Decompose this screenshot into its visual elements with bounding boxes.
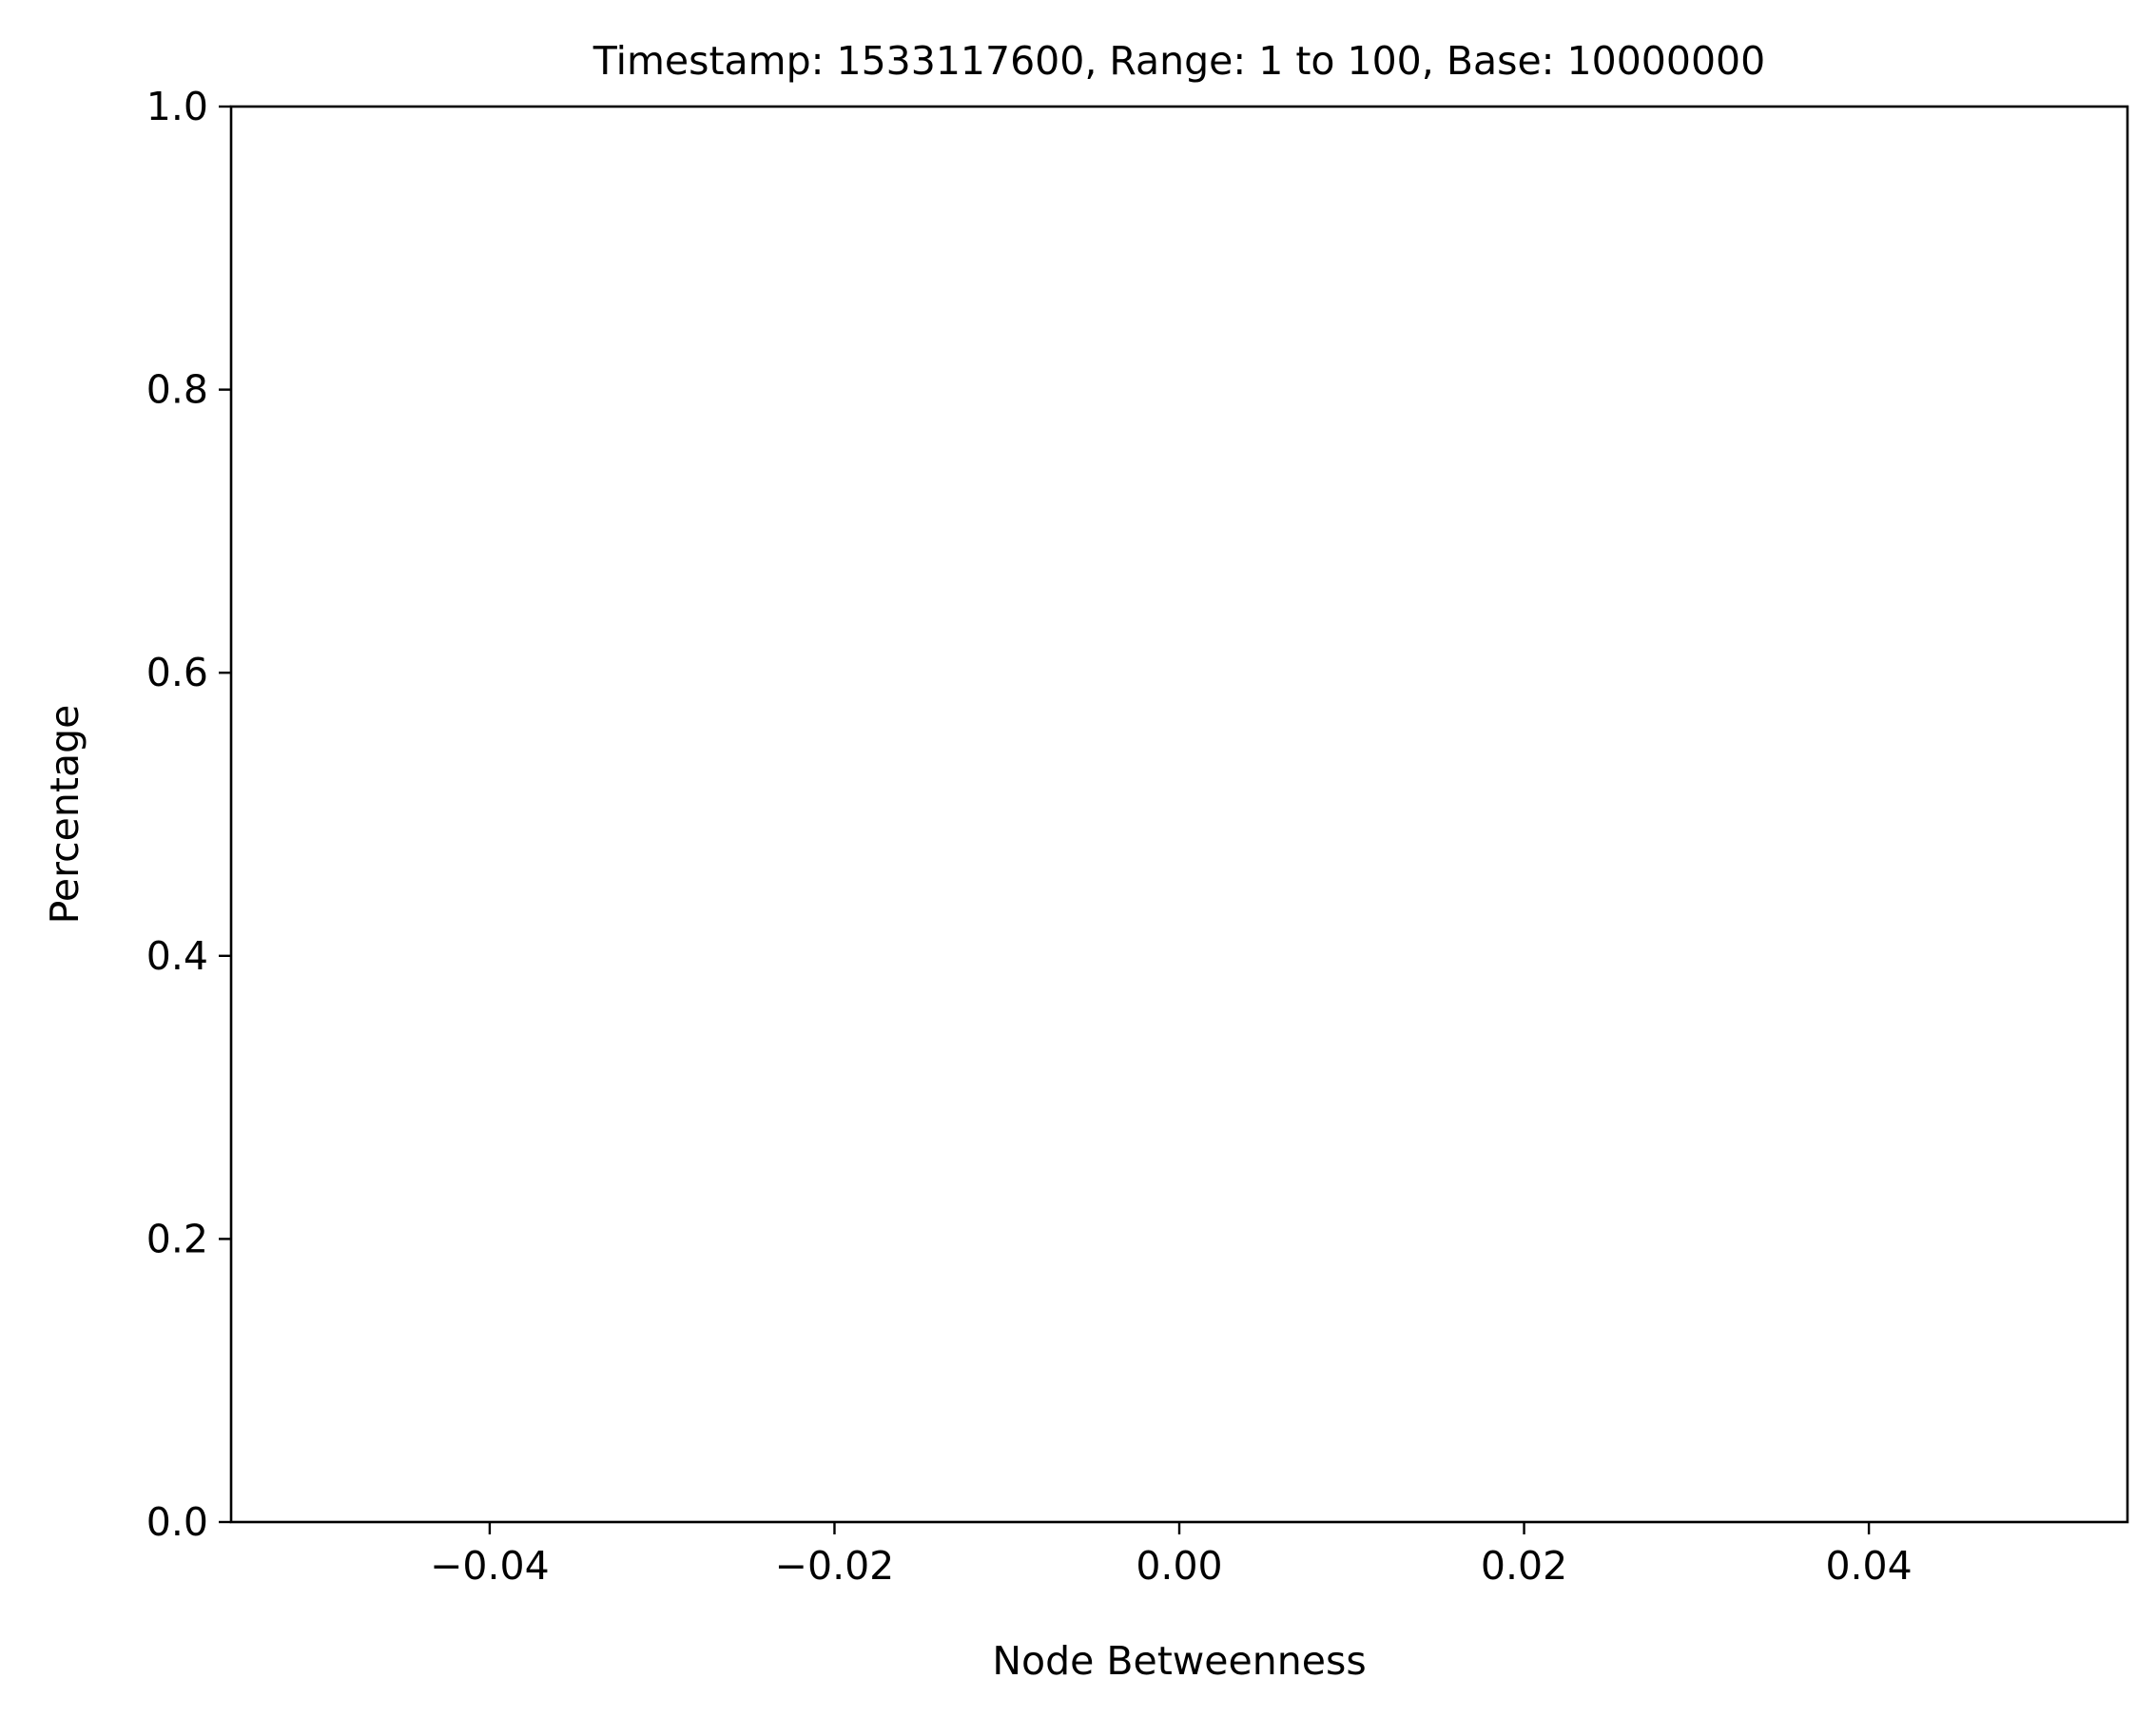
y-tick-label: 0.0 [146, 1499, 208, 1545]
x-axis-ticks: −0.04 −0.02 0.00 0.02 0.04 [430, 1522, 1913, 1589]
chart-title: Timestamp: 1533117600, Range: 1 to 100, … [592, 38, 1765, 84]
y-tick-label: 1.0 [146, 84, 208, 129]
y-tick-label: 0.6 [146, 650, 208, 695]
x-tick-label: 0.04 [1825, 1543, 1912, 1589]
x-axis-label: Node Betweenness [992, 1638, 1366, 1684]
y-axis-ticks: 0.0 0.2 0.4 0.6 0.8 1.0 [146, 84, 231, 1545]
x-tick-label: 0.02 [1481, 1543, 1567, 1589]
x-tick-label: −0.02 [775, 1543, 895, 1589]
x-tick-label: −0.04 [430, 1543, 550, 1589]
y-tick-label: 0.8 [146, 367, 208, 413]
y-tick-label: 0.2 [146, 1216, 208, 1261]
y-axis-label: Percentage [42, 705, 87, 925]
plot-area-frame [229, 105, 2129, 1524]
x-tick-label: 0.00 [1136, 1543, 1222, 1589]
y-tick-label: 0.4 [146, 933, 208, 979]
